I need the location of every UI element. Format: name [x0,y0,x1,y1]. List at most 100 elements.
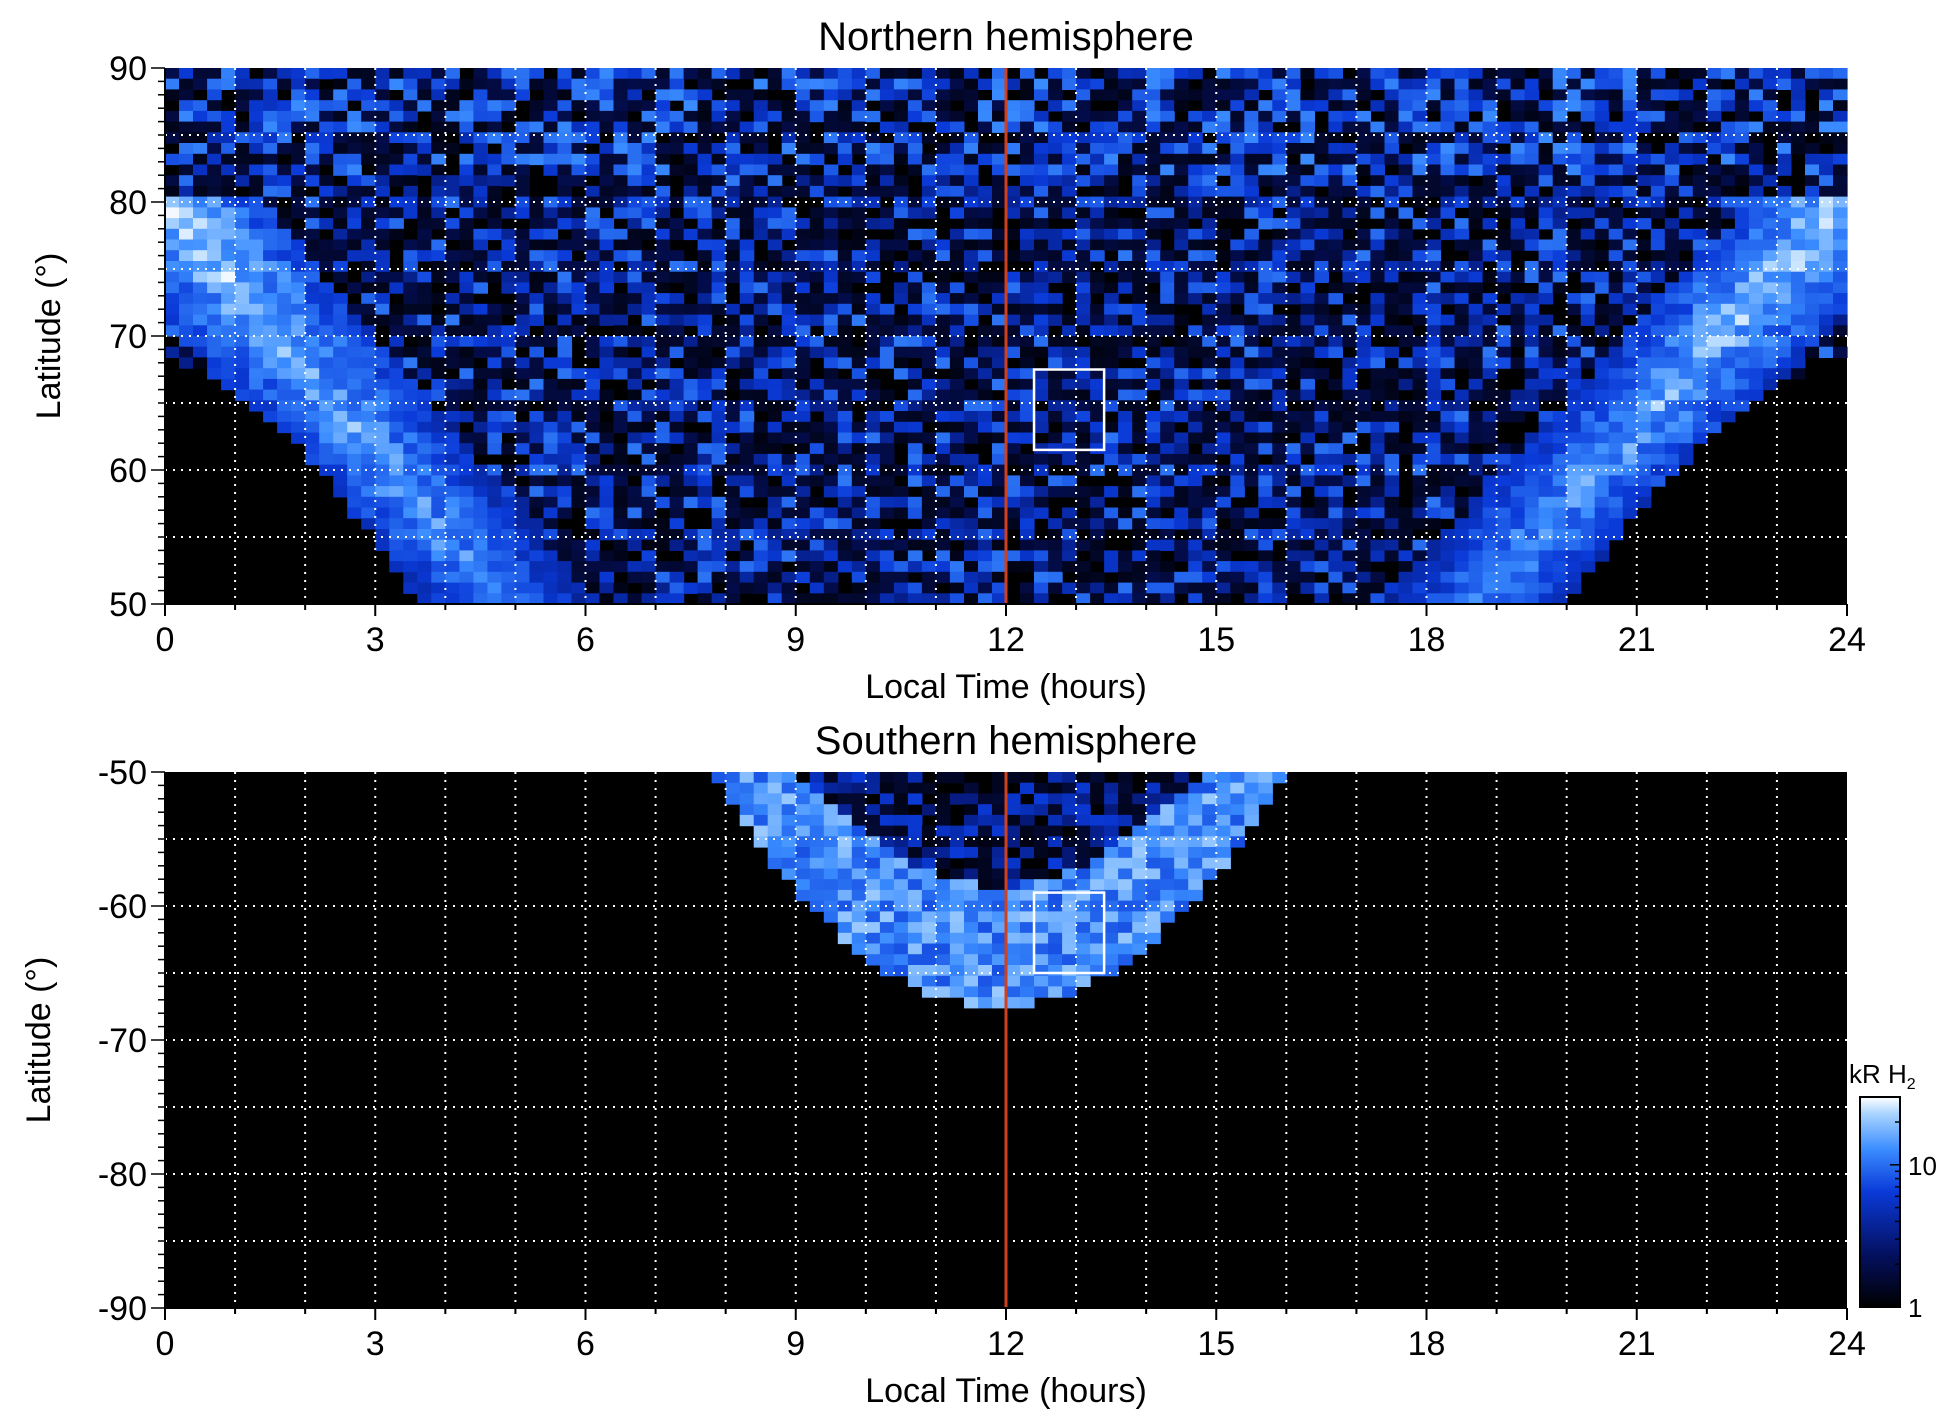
heatmap-cell [613,196,629,208]
heatmap-cell [697,475,713,487]
heatmap-cell [949,346,965,358]
heatmap-cell [207,68,222,80]
heatmap-cell [1580,250,1596,262]
heatmap-cell [1342,303,1357,316]
heatmap-cell [1160,443,1175,455]
heatmap-cell [543,78,559,90]
heatmap-cell [1230,261,1245,273]
heatmap-cell [1398,368,1414,380]
heatmap-cell [781,593,797,605]
heatmap-cell [291,100,306,112]
heatmap-cell [221,164,236,176]
heatmap-cell [711,378,727,391]
heatmap-cell [935,486,951,498]
heatmap-cell [1370,432,1385,444]
heatmap-cell [1230,282,1245,294]
heatmap-cell [1160,453,1175,466]
heatmap-cell [375,539,390,551]
heatmap-cell [1524,453,1540,466]
heatmap-cell [683,110,699,123]
heatmap-cell [823,175,839,187]
heatmap-cell [445,571,460,584]
heatmap-cell [291,421,306,434]
heatmap-cell [992,196,1007,208]
heatmap-cell [1062,261,1077,273]
heatmap-cell [711,368,727,380]
heatmap-cell [809,271,825,283]
heatmap-cell [809,400,825,412]
heatmap-cell [613,453,629,466]
heatmap-cell [613,153,629,166]
heatmap-cell [1580,261,1596,273]
heatmap-cell [837,475,853,487]
heatmap-cell [529,496,544,509]
heatmap-cell [193,78,208,90]
heatmap-cell [1426,68,1442,80]
heatmap-cell [599,421,615,434]
heatmap-cell [193,314,208,326]
heatmap-cell [1188,271,1203,283]
heatmap-cell [1146,496,1161,509]
heatmap-cell [543,261,559,273]
heatmap-cell [655,378,671,391]
heatmap-cell [263,239,278,251]
heatmap-cell [809,261,825,273]
heatmap-cell [1020,110,1035,123]
heatmap-cell [291,378,306,391]
heatmap-cell [978,378,993,391]
heatmap-cell [347,357,362,369]
heatmap-cell [347,250,362,262]
heatmap-cell [851,261,867,273]
heatmap-cell [1468,486,1484,498]
heatmap-cell [1580,400,1596,412]
heatmap-cell [1819,293,1834,305]
heatmap-cell [599,368,615,380]
heatmap-cell [1664,325,1680,337]
heatmap-cell [795,389,811,401]
heatmap-cell [1034,539,1049,551]
heatmap-cell [1748,378,1764,391]
heatmap-cell [1188,518,1203,530]
heatmap-cell [1636,143,1652,155]
heatmap-cell [1734,368,1750,380]
heatmap-cell [711,507,727,519]
heatmap-cell [1076,293,1091,305]
heatmap-cell [557,486,573,498]
heatmap-cell [1482,185,1498,198]
heatmap-cell [1272,593,1287,605]
heatmap-cell [1426,432,1442,444]
heatmap-cell [529,507,544,519]
heatmap-cell [1314,453,1329,466]
heatmap-cell [249,143,264,155]
heatmap-cell [1762,357,1778,369]
heatmap-cell [1006,207,1021,219]
heatmap-cell [1622,453,1638,466]
heatmap-cell [669,89,685,101]
heatmap-cell [417,100,432,112]
heatmap-cell [655,475,671,487]
heatmap-cell [459,185,474,198]
heatmap-cell [1706,336,1722,348]
heatmap-cell [879,421,895,434]
heatmap-cell [725,336,741,348]
heatmap-cell [375,368,390,380]
heatmap-cell [697,250,713,262]
heatmap-cell [613,250,629,262]
heatmap-cell [389,143,404,155]
heatmap-cell [1356,271,1371,283]
heatmap-cell [725,486,741,498]
heatmap-cell [529,582,544,594]
heatmap-cell [949,432,965,444]
heatmap-cell [1622,346,1638,358]
heatmap-cell [193,207,208,219]
heatmap-cell [1104,293,1119,305]
heatmap-cell [683,475,699,487]
heatmap-cell [1678,110,1694,123]
heatmap-cell [641,496,657,509]
heatmap-cell [1090,507,1105,519]
heatmap-cell [1734,261,1750,273]
heatmap-cell [1440,378,1456,391]
heatmap-cell [823,314,839,326]
heatmap-cell [417,207,432,219]
heatmap-cell [1454,89,1470,101]
